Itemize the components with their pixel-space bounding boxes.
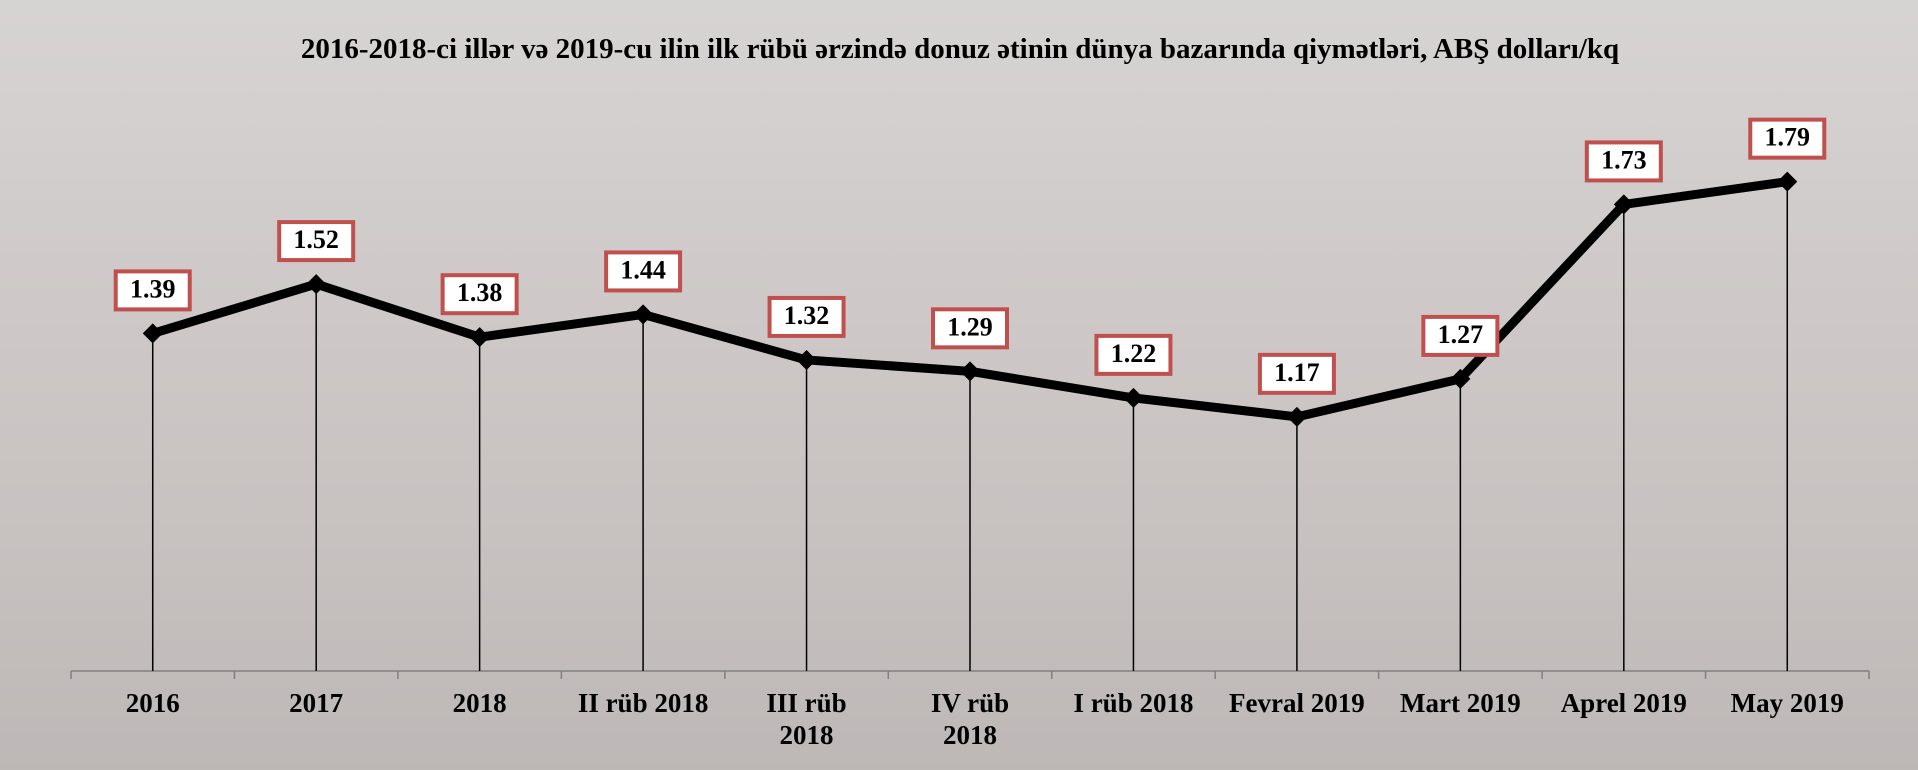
value-label: 1.44 (620, 255, 666, 284)
value-label: 1.29 (947, 312, 993, 341)
value-label-box (767, 295, 846, 338)
value-label: 1.79 (1765, 123, 1811, 152)
marker (469, 327, 490, 348)
x-tick-label: II rüb 2018 (577, 688, 709, 718)
marker (633, 304, 654, 325)
marker (306, 274, 327, 295)
chart-title: 2016-2018-ci illər və 2019-cu ilin ilk r… (300, 33, 1620, 65)
value-label: 1.73 (1601, 145, 1647, 174)
value-label: 1.22 (1111, 339, 1157, 368)
value-label-box (440, 273, 519, 316)
value-label-box (1584, 140, 1663, 183)
value-label-box (113, 269, 192, 312)
marker (1777, 171, 1798, 192)
marker (796, 349, 817, 370)
x-tick-label: 2016 (125, 688, 180, 718)
value-label-box (277, 220, 356, 263)
value-label-box (1748, 117, 1827, 160)
marker (142, 323, 163, 344)
value-label-box (1257, 352, 1336, 395)
marker (1450, 368, 1471, 389)
x-tick-label: IV rüb 2018 (930, 688, 1010, 750)
x-tick-label: 2018 (452, 688, 507, 718)
x-tick-label: III rüb 2018 (766, 688, 847, 750)
marker (960, 361, 980, 382)
value-label-box (1094, 333, 1173, 376)
value-label: 1.32 (784, 301, 830, 330)
x-tick-label: May 2019 (1730, 688, 1844, 718)
value-label: 1.52 (293, 225, 339, 254)
value-label-box (604, 250, 683, 293)
value-label: 1.39 (130, 274, 176, 303)
value-label-box (931, 307, 1009, 350)
marker (1613, 194, 1634, 215)
x-tick-label: Aprel 2019 (1560, 688, 1687, 718)
marker (1123, 387, 1144, 408)
value-label: 1.27 (1438, 320, 1484, 349)
value-label: 1.38 (457, 278, 503, 307)
value-label-box (1421, 314, 1500, 357)
x-tick-label: 2017 (289, 688, 344, 718)
x-tick-label: Mart 2019 (1400, 688, 1521, 718)
marker (1286, 406, 1307, 427)
x-tick-label: Fevral 2019 (1229, 688, 1365, 718)
value-label: 1.17 (1274, 358, 1320, 387)
x-tick-label: I rüb 2018 (1073, 688, 1194, 718)
